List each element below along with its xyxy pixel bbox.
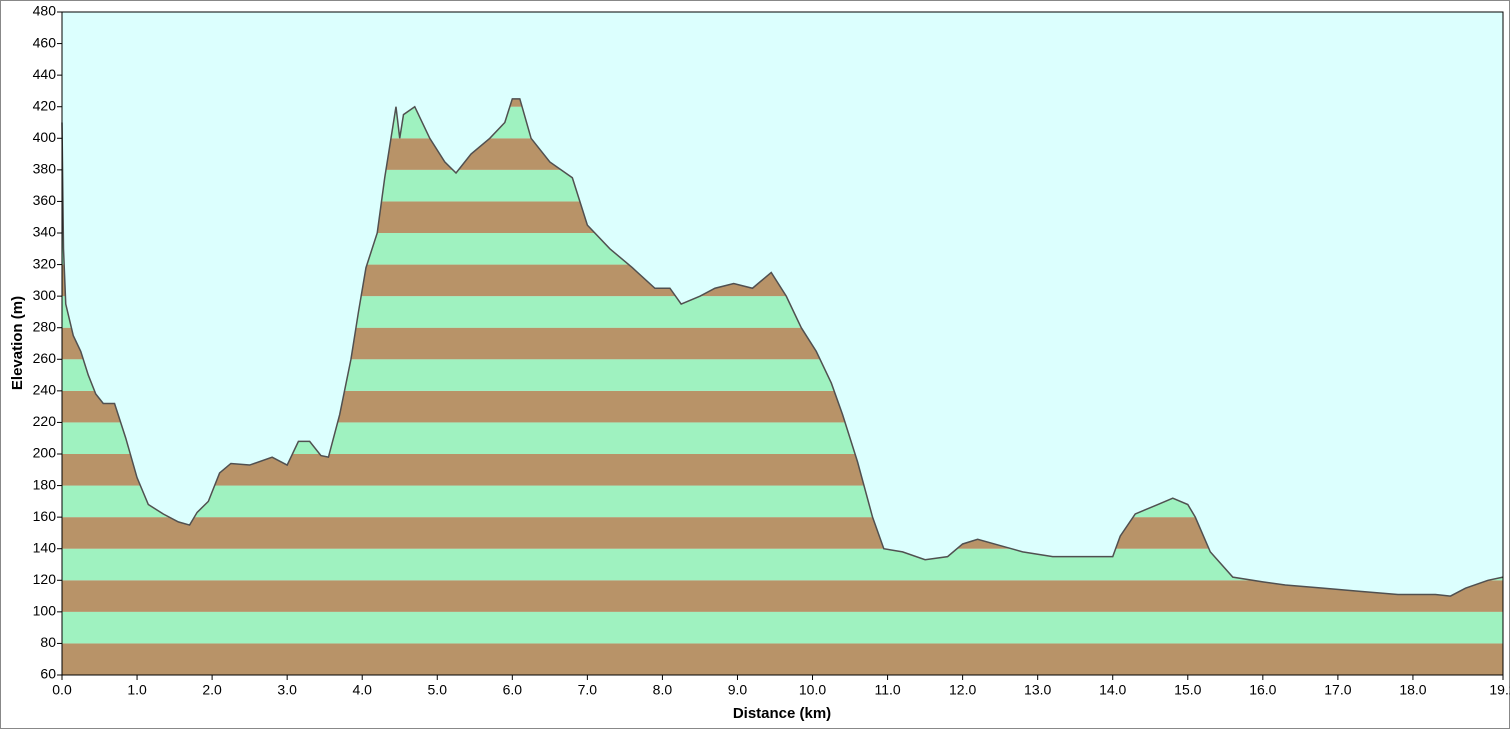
- x-tick-label: 15.0: [1174, 682, 1201, 698]
- elevation-band: [62, 643, 1503, 675]
- y-tick-label: 240: [33, 382, 57, 398]
- y-tick-label: 440: [33, 66, 57, 82]
- x-tick-label: 0.0: [52, 682, 72, 698]
- x-tick-label: 18.0: [1399, 682, 1426, 698]
- y-tick-label: 120: [33, 571, 57, 587]
- x-tick-label: 3.0: [277, 682, 297, 698]
- x-tick-label: 19.2: [1489, 682, 1510, 698]
- x-tick-label: 13.0: [1024, 682, 1051, 698]
- y-tick-label: 460: [33, 34, 57, 50]
- elevation-line: [61, 98, 1504, 597]
- y-tick-label: 420: [33, 97, 57, 113]
- y-tick-label: 60: [40, 666, 56, 682]
- x-axis-title: Distance (km): [733, 705, 831, 722]
- x-tick-label: 12.0: [949, 682, 976, 698]
- y-tick-label: 400: [33, 129, 57, 145]
- y-tick-label: 480: [33, 3, 57, 19]
- x-tick-label: 16.0: [1249, 682, 1276, 698]
- elevation-band: [62, 580, 1503, 612]
- x-tick-label: 11.0: [874, 682, 900, 698]
- y-tick-label: 220: [33, 413, 57, 429]
- x-tick-label: 5.0: [428, 682, 448, 698]
- x-tick-label: 7.0: [578, 682, 598, 698]
- x-tick-label: 2.0: [202, 682, 222, 698]
- y-tick-label: 380: [33, 161, 57, 177]
- x-tick-label: 17.0: [1324, 682, 1351, 698]
- y-tick-label: 280: [33, 318, 57, 334]
- y-tick-label: 200: [33, 445, 57, 461]
- y-axis-title: Elevation (m): [9, 296, 26, 390]
- y-tick-label: 100: [33, 603, 57, 619]
- x-tick-label: 10.0: [799, 682, 826, 698]
- y-tick-label: 340: [33, 224, 57, 240]
- y-tick-label: 140: [33, 539, 57, 555]
- plot-border: [61, 11, 1504, 676]
- x-tick-label: 9.0: [728, 682, 748, 698]
- x-tick-label: 14.0: [1099, 682, 1126, 698]
- y-tick-label: 260: [33, 350, 57, 366]
- y-tick-label: 160: [33, 508, 57, 524]
- y-tick-label: 360: [33, 192, 57, 208]
- y-tick-label: 300: [33, 287, 57, 303]
- marks: [61, 98, 1504, 597]
- x-tick-label: 4.0: [352, 682, 372, 698]
- elevation-band: [62, 611, 1503, 644]
- x-tick-label: 8.0: [653, 682, 673, 698]
- y-tick-label: 80: [40, 634, 56, 650]
- x-tick-label: 1.0: [127, 682, 147, 698]
- y-tick-label: 180: [33, 476, 57, 492]
- y-tick-label: 320: [33, 255, 57, 271]
- x-tick-label: 6.0: [503, 682, 523, 698]
